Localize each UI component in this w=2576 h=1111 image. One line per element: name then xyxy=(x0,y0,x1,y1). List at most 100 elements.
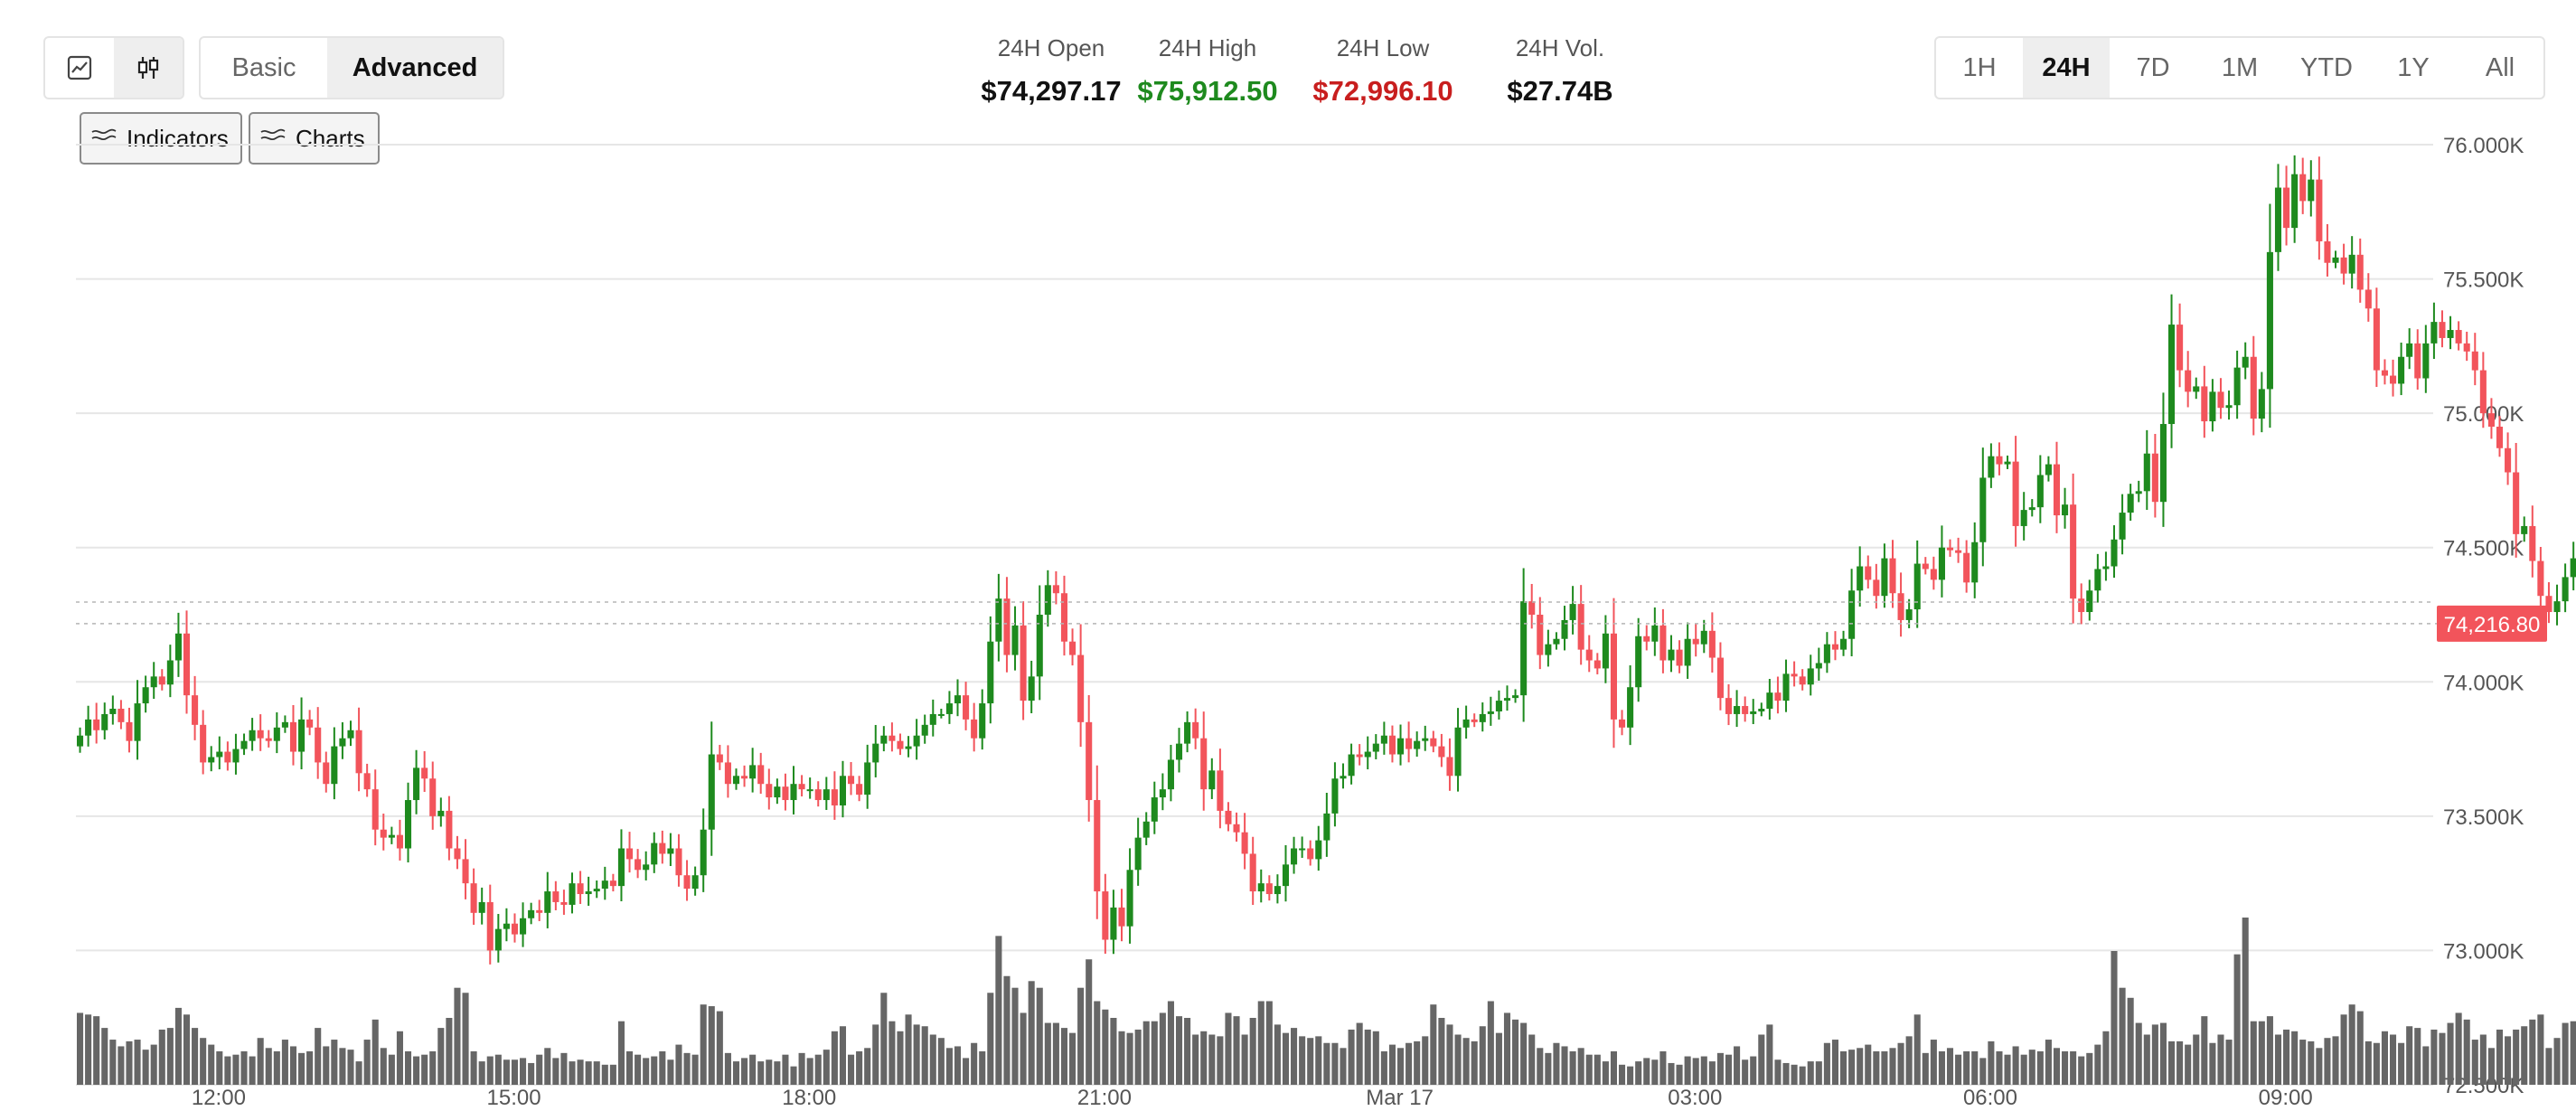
stat-value: $75,912.50 xyxy=(1137,75,1278,107)
stat-value: $72,996.10 xyxy=(1312,75,1453,107)
candle-body xyxy=(2283,187,2290,229)
volume-bar xyxy=(446,1018,453,1085)
volume-bar xyxy=(798,1052,805,1085)
candle-body xyxy=(2102,566,2110,570)
volume-bar xyxy=(577,1059,584,1085)
charts-button[interactable]: Charts xyxy=(249,112,380,165)
candle-body xyxy=(2545,596,2552,613)
candle-body xyxy=(265,738,272,741)
volume-bar xyxy=(363,1040,371,1085)
candle-body xyxy=(954,695,962,704)
candle-body xyxy=(2299,174,2307,202)
stat-value: $74,297.17 xyxy=(981,75,1122,107)
volume-bar xyxy=(1692,1058,1699,1085)
volume-bar xyxy=(1791,1064,1798,1085)
candle-body xyxy=(888,735,896,741)
volume-bar xyxy=(2406,1026,2413,1085)
volume-bar xyxy=(1406,1042,1413,1085)
volume-bar xyxy=(1897,1042,1904,1085)
volume-bar xyxy=(2167,1040,2176,1085)
candle-body xyxy=(1930,569,1937,580)
candle-body xyxy=(1225,810,1232,824)
chart-grid xyxy=(76,144,2433,1086)
volume-bar xyxy=(331,1040,338,1085)
candle-body xyxy=(2348,254,2355,274)
candle-body xyxy=(1430,738,1437,747)
volume-bar xyxy=(1167,1001,1174,1085)
range-7d-button[interactable]: 7D xyxy=(2136,52,2170,82)
candle-body xyxy=(1963,552,1970,583)
volume-bar xyxy=(1331,1042,1339,1085)
range-1h-button[interactable]: 1H xyxy=(1962,52,1997,82)
volume-bar xyxy=(635,1054,642,1085)
candle-body xyxy=(1602,633,1609,669)
volume-bar xyxy=(1364,1029,1371,1085)
candle-body xyxy=(2505,447,2512,473)
stat-value: $27.74B xyxy=(1507,75,1613,107)
y-tick-label: 73.000K xyxy=(2443,939,2524,964)
candle-body xyxy=(635,859,642,871)
volume-bar xyxy=(1963,1051,1970,1085)
volume-bar xyxy=(929,1034,936,1085)
candle-body xyxy=(257,730,264,739)
volume-bar xyxy=(2020,1054,2027,1085)
volume-bar xyxy=(1955,1054,1962,1085)
line-chart-button[interactable] xyxy=(45,38,114,98)
candle-body xyxy=(1282,864,1290,887)
candle-body xyxy=(913,735,920,747)
candle-body xyxy=(2143,453,2150,492)
candle-body xyxy=(1881,558,1888,597)
x-tick-label: 15:00 xyxy=(487,1086,541,1110)
advanced-mode-button[interactable]: Advanced xyxy=(327,38,503,98)
stat-label: 24H Open xyxy=(997,34,1105,61)
candle-body xyxy=(158,676,165,685)
volume-bar xyxy=(921,1026,928,1085)
candle-body xyxy=(192,695,199,725)
volume-bar xyxy=(1340,1048,1347,1085)
volume-bar xyxy=(2414,1028,2421,1085)
volume-bar xyxy=(806,1058,813,1085)
volume-bar xyxy=(963,1058,970,1085)
candle-body xyxy=(494,928,502,951)
candle-body xyxy=(1200,738,1208,790)
volume-bar xyxy=(651,1056,658,1085)
range-ytd-button[interactable]: YTD xyxy=(2300,52,2353,82)
volume-bar xyxy=(1446,1024,1453,1085)
volume-bar xyxy=(429,1051,437,1085)
candle-body xyxy=(929,713,936,725)
range-all-button[interactable]: All xyxy=(2485,52,2515,82)
indicators-button[interactable]: Indicators xyxy=(80,112,242,165)
volume-bar xyxy=(1291,1028,1298,1085)
candle-body xyxy=(1233,824,1240,833)
candle-body xyxy=(897,740,904,749)
volume-bar xyxy=(683,1052,691,1085)
candle-body xyxy=(166,660,174,685)
candlestick-chart-button[interactable] xyxy=(114,38,183,98)
volume-bar xyxy=(544,1048,551,1085)
candle-body xyxy=(1618,719,1626,728)
candle-body xyxy=(1913,563,1921,610)
basic-mode-button[interactable]: Basic xyxy=(231,52,296,82)
range-1m-button[interactable]: 1M xyxy=(2221,52,2259,82)
candle-body xyxy=(323,762,330,785)
candle-body xyxy=(183,633,191,696)
volume-bar xyxy=(1323,1042,1330,1085)
range-1y-button[interactable]: 1Y xyxy=(2397,52,2430,82)
volume-bar xyxy=(2143,1034,2150,1085)
x-axis-labels: 12:00 15:00 18:00 21:00 Mar 17 03:00 06:00 09:0… xyxy=(192,1086,2313,1110)
candle-body xyxy=(249,730,256,741)
candle-body xyxy=(2185,370,2192,392)
candle-body xyxy=(478,901,485,913)
mode-toggle: Basic Advanced xyxy=(199,36,504,99)
candle-body xyxy=(1414,740,1421,749)
y-tick-label: 76.000K xyxy=(2443,134,2524,158)
candle-body xyxy=(1610,633,1618,720)
candle-body xyxy=(380,829,387,838)
candle-body xyxy=(552,891,559,902)
range-24h-button[interactable]: 24H xyxy=(2023,38,2110,98)
volume-bar xyxy=(1799,1066,1806,1085)
volume-bar xyxy=(1774,1059,1782,1085)
volume-bar xyxy=(1700,1056,1707,1085)
candle-body xyxy=(1873,579,1880,597)
